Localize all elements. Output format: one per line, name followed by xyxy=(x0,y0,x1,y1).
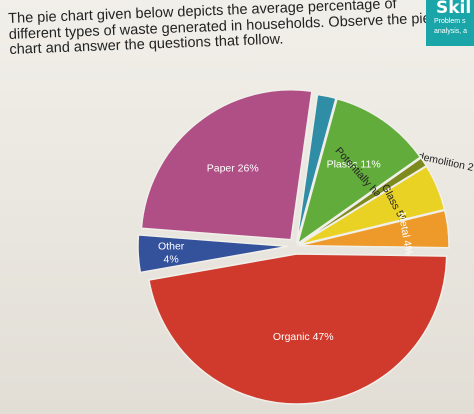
skills-badge: Skil Problem s analysis, a xyxy=(426,0,474,46)
pie-slice-glass xyxy=(298,165,446,246)
pie-slice-other xyxy=(137,234,289,274)
pie-label-organic: Organic 47% xyxy=(273,331,334,343)
pie-slice-construction xyxy=(295,93,337,244)
skills-badge-title: Skil xyxy=(436,0,472,18)
pie-slice-metal xyxy=(298,209,450,249)
pie-label-paper: Paper 26% xyxy=(207,162,259,174)
skills-badge-line-2: analysis, a xyxy=(434,28,468,35)
pie-label-plastic: Plastic 11% xyxy=(327,159,381,171)
pie-slice-organic xyxy=(148,253,448,405)
pie-slice-plastic xyxy=(296,97,422,246)
pie-label-other: Other 4% xyxy=(158,241,185,266)
pie-slice-paper xyxy=(140,89,313,241)
skills-badge-line-1: Problem s xyxy=(434,18,466,25)
